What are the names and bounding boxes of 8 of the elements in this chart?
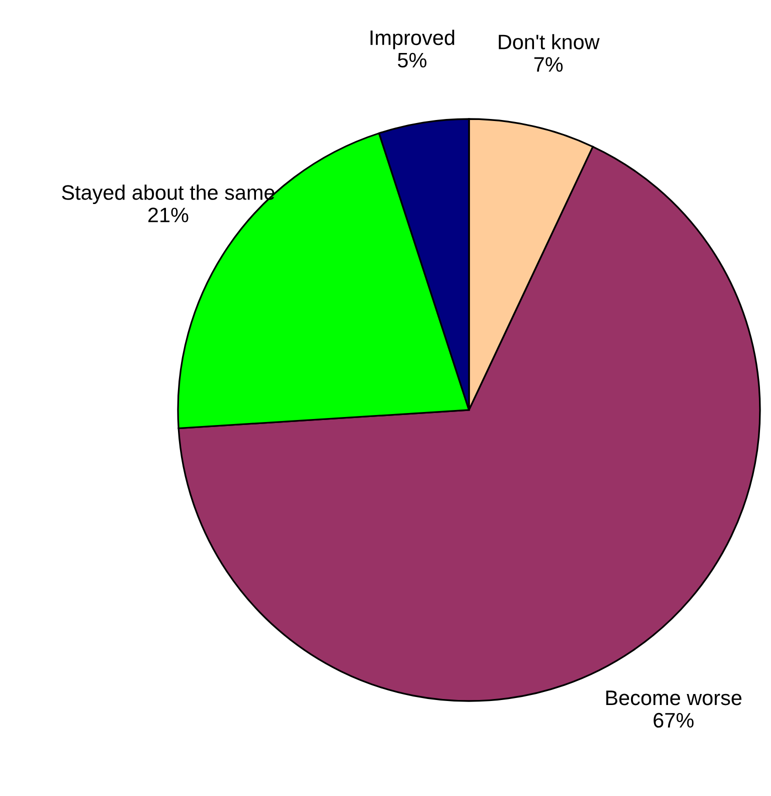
slice-label: Become worse <box>606 690 742 706</box>
data-label: 21% <box>148 208 188 222</box>
slice-label: Stayed about the same <box>62 184 274 204</box>
slice-label: Improved <box>370 30 454 50</box>
data-label: 7% <box>534 57 563 72</box>
slice-label: Don't know <box>498 34 600 50</box>
data-label: 67% <box>654 712 694 728</box>
data-label: 5% <box>398 52 426 68</box>
